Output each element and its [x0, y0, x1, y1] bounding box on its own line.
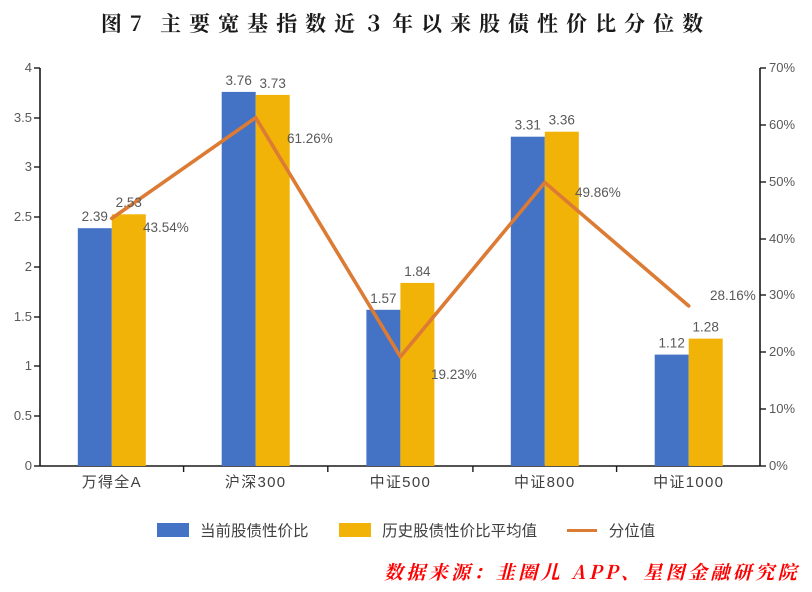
- svg-text:0%: 0%: [769, 458, 788, 473]
- svg-text:70%: 70%: [769, 60, 795, 75]
- svg-text:40%: 40%: [769, 231, 795, 246]
- svg-text:中证500: 中证500: [370, 474, 432, 491]
- svg-text:沪深300: 沪深300: [225, 474, 287, 491]
- svg-text:0.5: 0.5: [14, 408, 32, 423]
- svg-text:3.76: 3.76: [226, 73, 252, 88]
- svg-text:43.54%: 43.54%: [143, 220, 189, 235]
- svg-text:中证800: 中证800: [514, 474, 576, 491]
- svg-text:3.73: 3.73: [260, 76, 286, 91]
- svg-text:1.12: 1.12: [659, 336, 685, 351]
- svg-text:2.39: 2.39: [82, 209, 108, 224]
- svg-text:3: 3: [25, 159, 32, 174]
- svg-text:1.5: 1.5: [14, 309, 32, 324]
- svg-text:60%: 60%: [769, 117, 795, 132]
- svg-text:1: 1: [25, 358, 32, 373]
- svg-text:中证1000: 中证1000: [653, 474, 724, 491]
- svg-text:万得全A: 万得全A: [82, 473, 142, 491]
- svg-text:3.5: 3.5: [14, 110, 32, 125]
- svg-text:1.57: 1.57: [370, 291, 396, 306]
- svg-text:50%: 50%: [769, 174, 795, 189]
- svg-text:0: 0: [25, 458, 32, 473]
- svg-text:3.31: 3.31: [515, 118, 541, 133]
- svg-text:2.5: 2.5: [14, 209, 32, 224]
- svg-text:10%: 10%: [769, 401, 795, 416]
- svg-text:3.36: 3.36: [549, 113, 575, 128]
- svg-text:28.16%: 28.16%: [710, 288, 756, 303]
- svg-text:2.53: 2.53: [116, 195, 142, 210]
- svg-text:4: 4: [25, 60, 32, 75]
- svg-text:19.23%: 19.23%: [431, 367, 477, 382]
- svg-text:2: 2: [25, 259, 32, 274]
- svg-text:20%: 20%: [769, 344, 795, 359]
- svg-text:61.26%: 61.26%: [287, 131, 333, 146]
- svg-text:30%: 30%: [769, 287, 795, 302]
- svg-text:1.84: 1.84: [404, 264, 431, 279]
- svg-text:49.86%: 49.86%: [575, 185, 621, 200]
- svg-text:1.28: 1.28: [693, 320, 719, 335]
